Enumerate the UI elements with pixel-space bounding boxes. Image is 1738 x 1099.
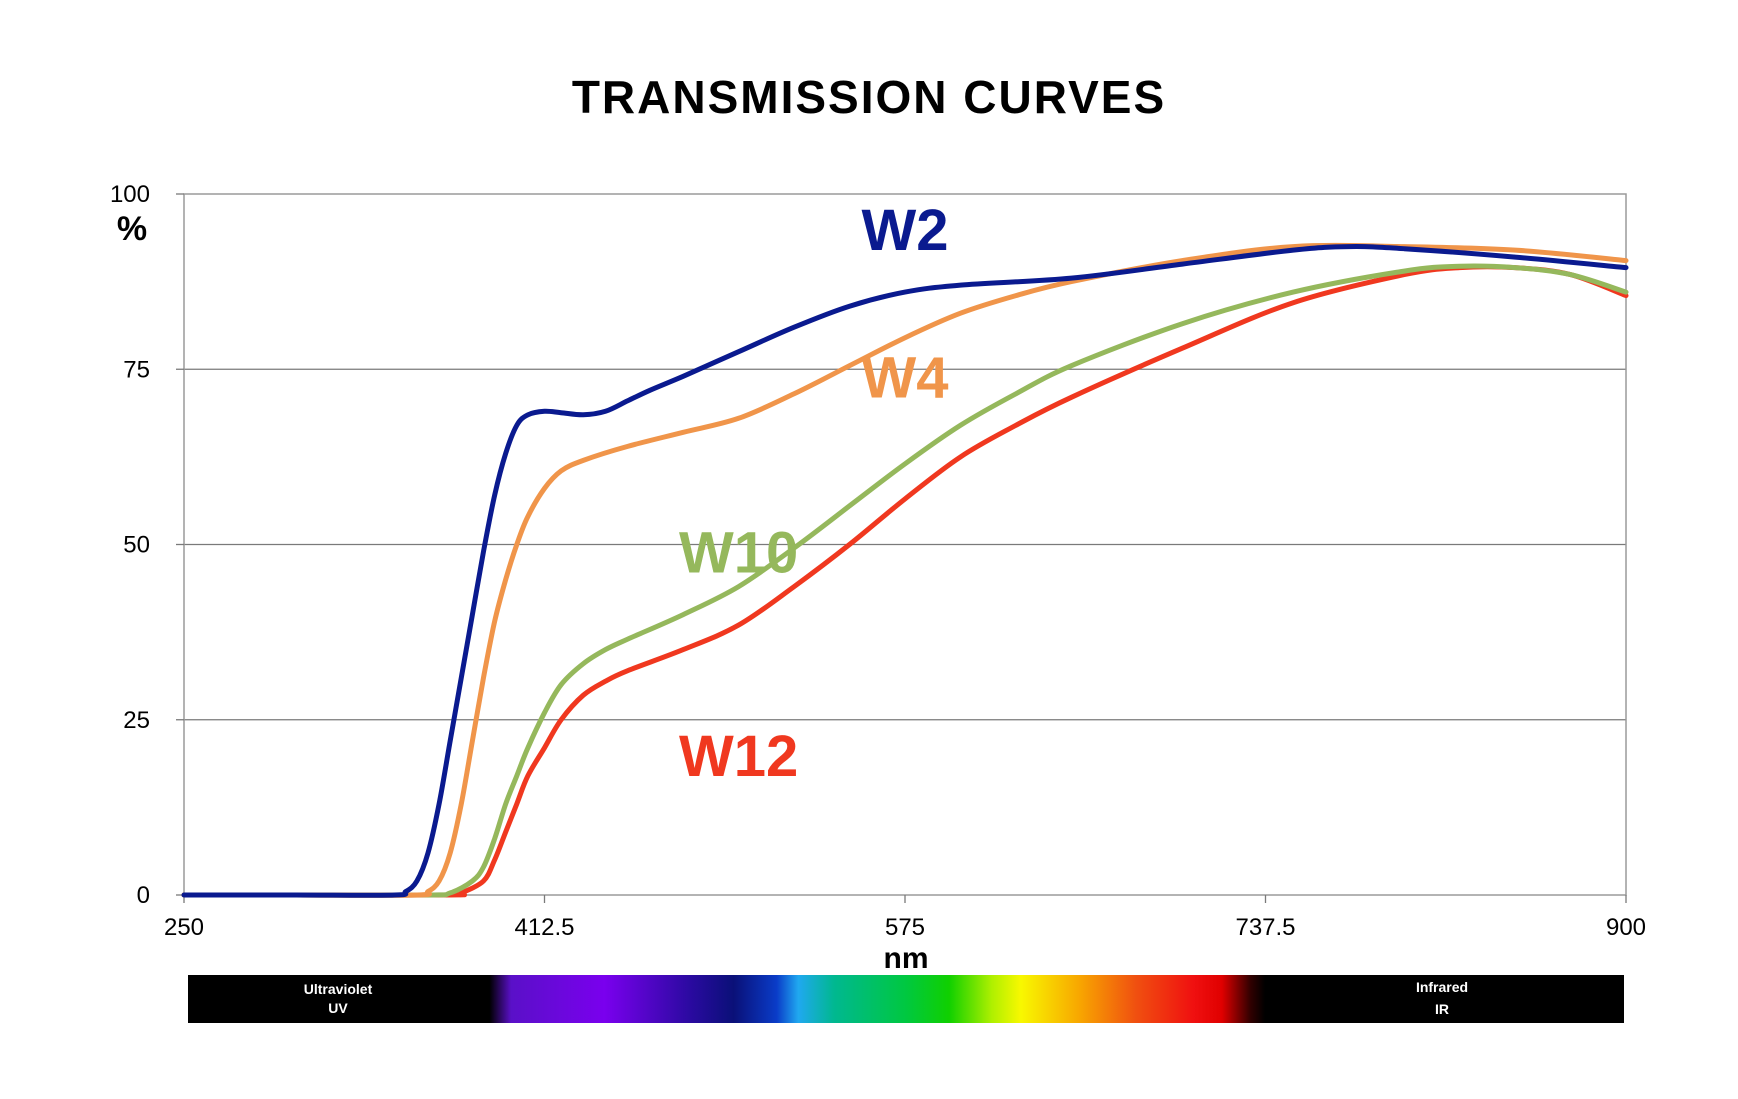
y-tick-labels: 0 25 50 75 100: [110, 181, 150, 909]
series-label-w10: W10: [679, 521, 798, 586]
y-tick-label: 0: [137, 882, 150, 909]
gridlines: [184, 368, 1626, 721]
chart-title: TRANSMISSION CURVES: [571, 71, 1167, 123]
series-label-w12: W12: [679, 724, 798, 789]
tick-marks: [176, 193, 1627, 903]
series-line-w4: [181, 242, 1629, 898]
series-label-w4: W4: [862, 345, 949, 410]
x-axis-label: nm: [884, 942, 929, 975]
series-lines: [181, 242, 1629, 898]
x-tick-label: 575: [885, 914, 925, 941]
uv-label-line2: UV: [328, 1000, 348, 1016]
series-labels: W2 W4 W10 W12: [679, 198, 949, 789]
x-tick-label: 250: [164, 914, 204, 941]
spectrum-bar: Ultraviolet UV Infrared IR: [188, 975, 1624, 1023]
series-line-w12: [181, 264, 1629, 898]
ir-label-line2: IR: [1435, 1001, 1449, 1017]
ir-label-line1: Infrared: [1416, 979, 1468, 995]
series-line-w10: [181, 263, 1629, 898]
uv-label-line1: Ultraviolet: [304, 981, 373, 997]
y-tick-label: 75: [123, 356, 150, 383]
x-tick-label: 900: [1606, 914, 1646, 941]
y-tick-label: 25: [123, 707, 150, 734]
spectrum-gradient-band: [188, 975, 1624, 1023]
x-tick-label: 737.5: [1235, 914, 1295, 941]
x-tick-labels: 250 412.5 575 737.5 900: [164, 914, 1646, 941]
series-label-w2: W2: [862, 198, 949, 263]
x-tick-label: 412.5: [514, 914, 574, 941]
y-axis-label: %: [117, 210, 147, 248]
series-line-w2: [181, 244, 1629, 898]
y-tick-label: 50: [123, 532, 150, 559]
y-tick-label: 100: [110, 181, 150, 208]
